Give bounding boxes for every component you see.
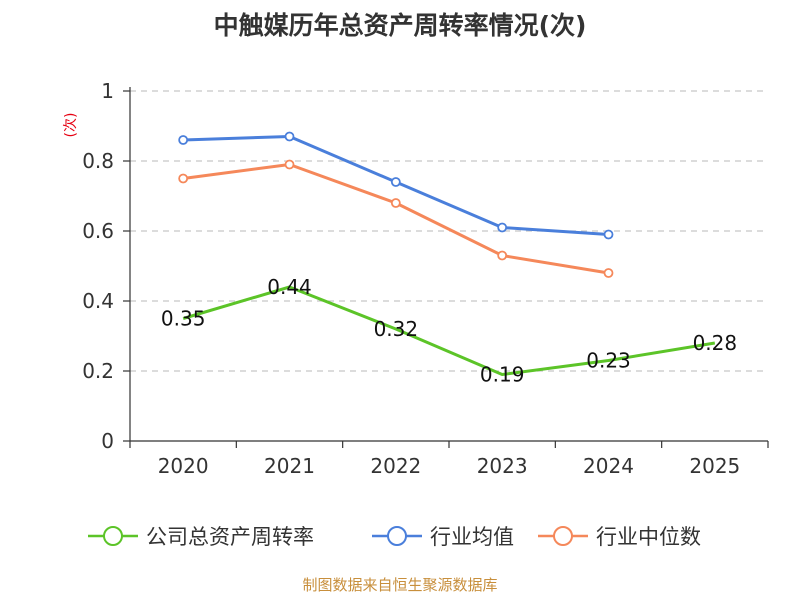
- y-tick-label-0.8: 0.8: [82, 149, 114, 173]
- legend-label-0: 公司总资产周转率: [146, 525, 314, 549]
- series-line-0: [182, 285, 716, 376]
- x-tick-label-2021: 2021: [264, 454, 315, 478]
- y-tick-label-0.2: 0.2: [82, 359, 114, 383]
- series-2-point-2021: [284, 159, 295, 170]
- data-label-2021: 0.44: [267, 275, 312, 299]
- legend-marker-2: [553, 526, 573, 546]
- x-tick-label-2020: 2020: [158, 454, 209, 478]
- x-tick-label-2025: 2025: [689, 454, 740, 478]
- y-tick-label-0: 0: [101, 429, 114, 453]
- x-tick-label-2024: 2024: [583, 454, 634, 478]
- axes: [123, 87, 769, 448]
- chart-title: 中触媒历年总资产周转率情况(次): [214, 11, 587, 40]
- x-tick-label-2023: 2023: [477, 454, 528, 478]
- legend-marker-1: [387, 526, 407, 546]
- series-2-point-2020: [178, 173, 189, 184]
- data-labels: 0.35 0.44 0.32 0.19 0.23 0.28: [161, 275, 737, 387]
- gridlines: [130, 90, 768, 372]
- series-1-point-2023: [497, 222, 508, 233]
- data-label-2022: 0.32: [374, 317, 419, 341]
- series-2-point-2023: [497, 250, 508, 261]
- data-label-2020: 0.35: [161, 307, 206, 331]
- y-tick-labels: 0 0.2 0.4 0.6 0.8 1: [82, 79, 114, 453]
- series-2-point-2024: [603, 268, 614, 278]
- series-1-point-2020: [178, 135, 189, 145]
- data-label-2024: 0.23: [586, 349, 631, 373]
- legend-label-2: 行业中位数: [596, 525, 701, 549]
- y-tick-label-0.6: 0.6: [82, 219, 114, 243]
- y-axis-label: (次): [63, 113, 79, 138]
- series-1-point-2024: [603, 229, 614, 240]
- x-tick-labels: 2020 2021 2022 2023 2024 2025: [158, 454, 741, 478]
- series-1-point-2022: [390, 177, 401, 187]
- legend-label-1: 行业均值: [430, 525, 514, 549]
- legend: 公司总资产周转率 行业均值 行业中位数: [88, 525, 701, 549]
- y-tick-label-1: 1: [101, 79, 114, 103]
- data-label-2023: 0.19: [480, 363, 525, 387]
- y-tick-label-0.4: 0.4: [82, 289, 114, 313]
- data-label-2025: 0.28: [693, 331, 738, 355]
- series-2-point-2022: [390, 198, 401, 208]
- source-note: 制图数据来自恒生聚源数据库: [302, 576, 497, 594]
- series-lines: [178, 131, 716, 376]
- legend-marker-0: [103, 526, 123, 546]
- x-tick-label-2022: 2022: [370, 454, 421, 478]
- series-1-point-2021: [284, 131, 295, 142]
